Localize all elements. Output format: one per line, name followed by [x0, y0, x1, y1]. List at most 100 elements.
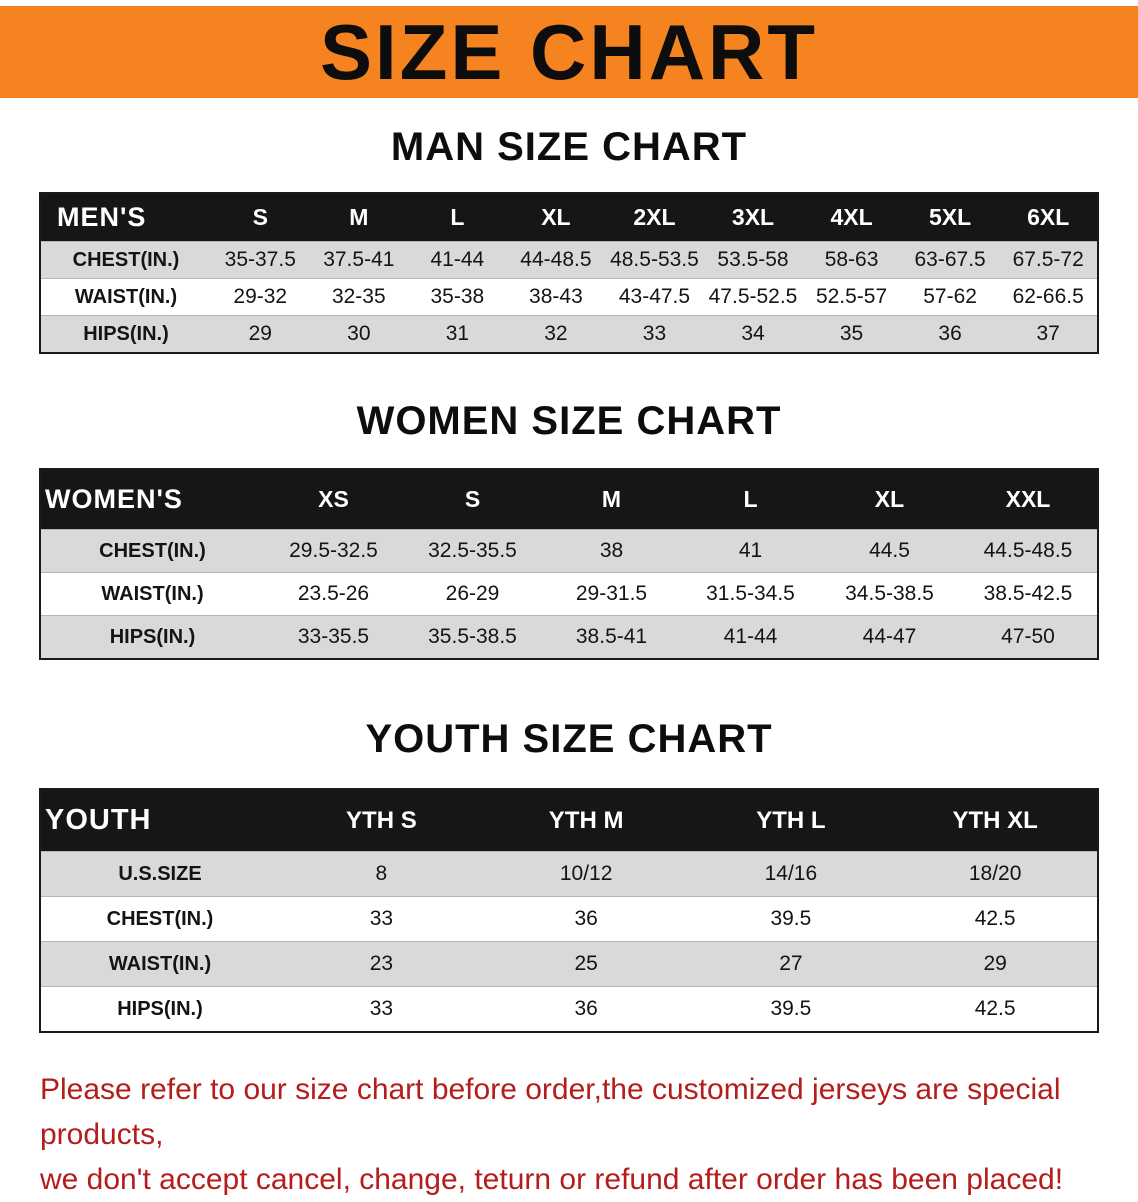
table-title-cell: YOUTH	[40, 789, 279, 852]
measurement-row: WAIST(IN.) 23 25 27 29	[40, 941, 1098, 987]
women-size-chart-heading: WOMEN SIZE CHART	[356, 399, 782, 443]
size-column-header: M	[542, 469, 681, 530]
measurement-value: 32	[544, 322, 568, 345]
size-column-header: YTH L	[688, 789, 894, 852]
measurement-value: 41-44	[430, 248, 485, 271]
women-size-table: WOMEN'S XS S M L XL XXL CHEST(IN.) 29.5-32.5 32.5…	[39, 468, 1099, 660]
measurement-row: WAIST(IN.) 23.5-26 26-29 29-31.5 31.5-34.5 34…	[40, 572, 1098, 616]
measurement-value: 34.5-38.5	[845, 582, 934, 605]
measurement-value: 44.5	[869, 539, 910, 562]
measurement-value: 44-47	[862, 625, 917, 648]
size-column-header: M	[309, 193, 409, 242]
measurement-value: 18/20	[968, 862, 1022, 885]
size-column-header: 2XL	[605, 193, 704, 242]
measurement-value: 27	[779, 952, 803, 975]
measurement-value: 14/16	[764, 862, 818, 885]
measurement-value: 52.5-57	[815, 285, 888, 308]
measurement-value: 44.5-48.5	[983, 539, 1073, 562]
measurement-value: 42.5	[974, 997, 1016, 1020]
banner-title: SIZE CHART	[320, 8, 818, 96]
measurement-value: 62-66.5	[1012, 285, 1084, 308]
men-size-table: MEN'S S M L XL 2XL 3XL 4XL 5XL 6XL CHEST(IN.) 35-37…	[39, 192, 1099, 354]
size-column-header: 3XL	[703, 193, 803, 242]
measurement-value: 32.5-35.5	[428, 539, 517, 562]
measurement-value: 38.5-41	[575, 625, 648, 648]
measurement-value: 57-62	[923, 285, 977, 308]
size-column-header: L	[681, 469, 820, 530]
measurement-value: 29	[983, 952, 1007, 975]
table-title-cell: WOMEN'S	[40, 469, 264, 530]
measurement-label: CHEST(IN.)	[106, 907, 214, 930]
measurement-label: HIPS(IN.)	[109, 625, 196, 648]
size-column-header: YTH XL	[893, 789, 1098, 852]
measurement-value: 29-32	[233, 285, 288, 308]
measurement-value: 33	[369, 997, 394, 1020]
size-column-header: XXL	[959, 469, 1098, 530]
measurement-value: 26-29	[445, 582, 500, 605]
measurement-row: HIPS(IN.) 33 36 39.5 42.5	[40, 986, 1098, 1033]
measurement-value: 37.5-41	[323, 248, 395, 271]
measurement-value: 33	[369, 907, 394, 930]
measurement-value: 48.5-53.5	[610, 248, 699, 271]
size-column-header: YTH S	[279, 789, 484, 852]
measurement-label: WAIST(IN.)	[108, 952, 212, 975]
table-title-cell: MEN'S	[40, 193, 211, 242]
measurement-row: CHEST(IN.) 33 36 39.5 42.5	[40, 896, 1098, 942]
measurement-value: 35-37.5	[224, 248, 296, 271]
measurement-value: 30	[347, 322, 371, 345]
measurement-value: 63-67.5	[914, 248, 986, 271]
measurement-value: 39.5	[770, 997, 812, 1020]
measurement-value: 39.5	[770, 907, 812, 930]
measurement-value: 38	[599, 539, 624, 562]
measurement-label: WAIST(IN.)	[74, 285, 178, 308]
order-disclaimer: Please refer to our size chart before or…	[40, 1067, 1098, 1202]
measurement-row: HIPS(IN.) 29 30 31 32 33 34 35 36 37	[40, 315, 1098, 353]
measurement-label: CHEST(IN.)	[99, 539, 206, 562]
measurement-label: CHEST(IN.)	[72, 248, 180, 271]
disclaimer-line-2: we don't accept cancel, change, teturn o…	[40, 1163, 1064, 1196]
measurement-label: U.S.SIZE	[118, 862, 202, 885]
size-column-header: S	[211, 193, 310, 242]
measurement-value: 29-31.5	[575, 582, 648, 605]
measurement-value: 36	[574, 907, 598, 930]
measurement-value: 47-50	[1001, 625, 1055, 648]
measurement-value: 36	[574, 997, 598, 1020]
measurement-value: 32-35	[331, 285, 386, 308]
table-header-row: WOMEN'S XS S M L XL XXL	[40, 469, 1098, 530]
measurement-value: 41-44	[723, 625, 778, 648]
measurement-value: 36	[938, 322, 962, 345]
measurement-value: 38.5-42.5	[983, 582, 1073, 605]
measurement-value: 43-47.5	[618, 285, 691, 308]
measurement-value: 31.5-34.5	[706, 582, 795, 605]
measurement-value: 33-35.5	[297, 625, 370, 648]
measurement-value: 53.5-58	[717, 248, 789, 271]
measurement-label: HIPS(IN.)	[83, 322, 169, 345]
disclaimer-line-1: Please refer to our size chart before or…	[40, 1073, 1061, 1151]
table-header-row: YOUTH YTH S YTH M YTH L YTH XL	[40, 789, 1098, 852]
measurement-value: 23	[369, 952, 394, 975]
measurement-value: 31	[445, 322, 470, 345]
measurement-value: 8	[375, 862, 388, 885]
measurement-value: 58-63	[824, 248, 879, 271]
measurement-value: 25	[574, 952, 598, 975]
man-size-chart-heading: MAN SIZE CHART	[390, 125, 748, 169]
size-column-header: 4XL	[802, 193, 901, 242]
size-column-header: XL	[506, 193, 606, 242]
measurement-value: 35	[839, 322, 864, 345]
measurement-value: 29	[248, 322, 272, 345]
size-column-header: XS	[264, 469, 403, 530]
measurement-value: 35.5-38.5	[428, 625, 517, 648]
measurement-row: CHEST(IN.) 35-37.5 37.5-41 41-44 44-48.5 48.5…	[40, 241, 1098, 279]
measurement-value: 10/12	[559, 862, 613, 885]
measurement-value: 44-48.5	[520, 248, 592, 271]
size-column-header: S	[403, 469, 542, 530]
size-column-header: 6XL	[999, 193, 1098, 242]
measurement-row: HIPS(IN.) 33-35.5 35.5-38.5 38.5-41 41-44 44-…	[40, 615, 1098, 659]
measurement-value: 42.5	[974, 907, 1016, 930]
measurement-label: WAIST(IN.)	[101, 582, 204, 605]
measurement-value: 47.5-52.5	[708, 285, 798, 308]
size-chart-banner: SIZE CHART	[0, 6, 1138, 98]
size-column-header: 5XL	[900, 193, 1000, 242]
measurement-row: CHEST(IN.) 29.5-32.5 32.5-35.5 38 41 44.5 44.5…	[40, 529, 1098, 573]
measurement-value: 23.5-26	[297, 582, 370, 605]
